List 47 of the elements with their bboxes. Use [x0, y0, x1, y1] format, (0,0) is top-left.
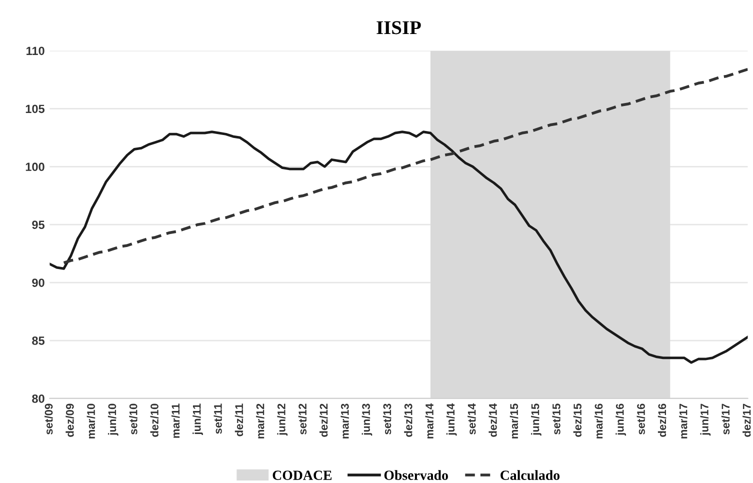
- x-tick-label: dez/13: [404, 404, 412, 437]
- y-tick-label: 80: [32, 394, 44, 403]
- x-tick-label: set/14: [468, 403, 476, 434]
- line-series: [62, 68, 748, 264]
- x-tick-label: set/13: [382, 404, 392, 434]
- x-tick-label: jun/15: [531, 404, 542, 436]
- y-tick-label: 100: [26, 162, 44, 172]
- x-tick-label: dez/10: [150, 404, 159, 437]
- x-tick-label: dez/14: [488, 403, 497, 437]
- line-series: [50, 130, 748, 364]
- x-tick-label: dez/11: [234, 404, 244, 436]
- x-tick-label: mar/16: [594, 404, 603, 438]
- y-tick-label: 105: [26, 104, 45, 114]
- x-tick-label: jun/14: [446, 403, 457, 436]
- x-tick-label: set/15: [552, 404, 560, 434]
- x-tick-label: jun/11: [192, 404, 203, 436]
- x-tick-label: jun/13: [362, 404, 372, 436]
- chart-title: IISIP: [376, 21, 421, 34]
- x-tick-label: dez/16: [658, 404, 666, 437]
- x-tick-label: set/12: [298, 404, 307, 434]
- x-tick-label: mar/13: [340, 404, 349, 438]
- x-tick-label: mar/14: [425, 403, 434, 438]
- x-tick-label: mar/12: [256, 404, 264, 438]
- x-tick-label: dez/17: [742, 404, 751, 437]
- legend-label: Calculado: [500, 470, 560, 480]
- x-tick-label: dez/15: [573, 404, 582, 437]
- x-tick-label: mar/15: [510, 404, 518, 438]
- x-tick-label: set/10: [129, 404, 138, 434]
- x-tick-label: mar/17: [679, 404, 688, 438]
- x-tick-label: set/11: [214, 404, 222, 434]
- x-tick-label: set/09: [44, 404, 53, 434]
- x-tick-label: jun/17: [700, 404, 711, 436]
- y-tick-label: 95: [32, 220, 45, 229]
- legend-label: Observado: [384, 470, 448, 480]
- x-tick-label: jun/16: [616, 404, 626, 436]
- x-tick-label: dez/12: [320, 404, 328, 437]
- x-tick-label: set/16: [636, 404, 646, 434]
- x-tick-label: dez/09: [66, 404, 74, 437]
- x-tick-label: set/17: [721, 404, 730, 434]
- x-tick-label: mar/10: [86, 404, 96, 438]
- x-tick-label: jun/10: [108, 404, 118, 436]
- x-tick-label: jun/12: [277, 404, 288, 436]
- y-tick-label: 85: [32, 336, 45, 345]
- legend-label: CODACE: [272, 470, 332, 480]
- x-tick-label: mar/11: [171, 404, 180, 438]
- y-tick-label: 110: [26, 46, 44, 56]
- y-tick-label: 90: [32, 278, 44, 287]
